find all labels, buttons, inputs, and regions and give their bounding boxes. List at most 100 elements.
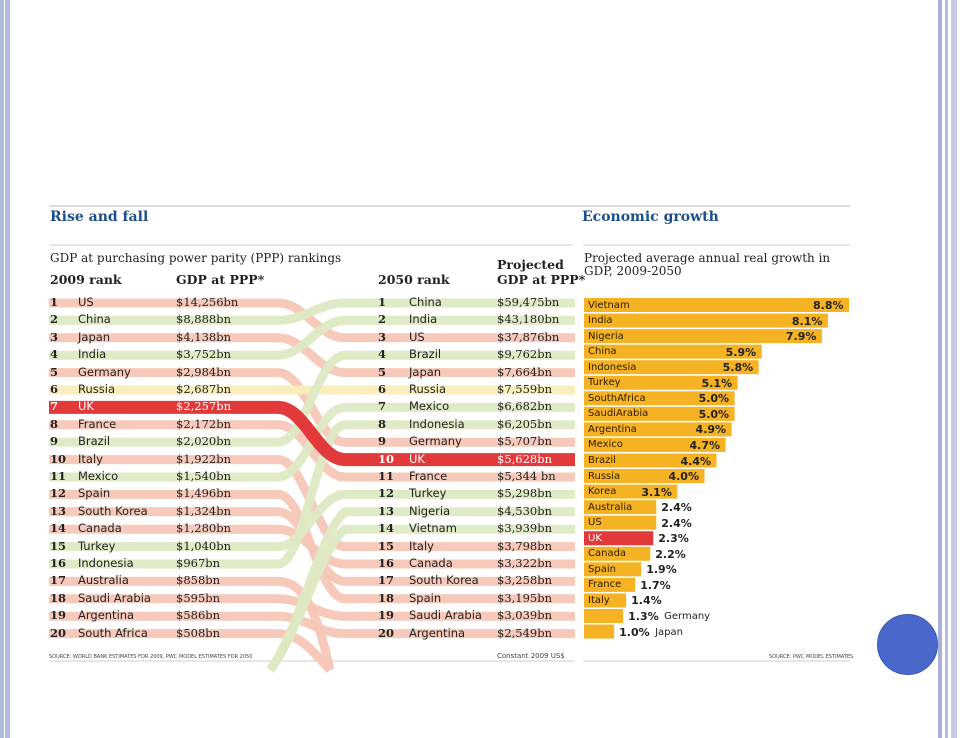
- growth-bar-australia: [584, 500, 657, 515]
- growth-bar-brazil: [584, 453, 717, 468]
- bump-line-uk: [49, 400, 575, 467]
- rank-2050-number: 20: [378, 625, 395, 640]
- growth-bar-label: Vietnam: [588, 299, 630, 311]
- rank-2050-country: Germany: [409, 434, 462, 449]
- rank-2009-country: China: [78, 312, 111, 327]
- rank-2050-number: 12: [378, 486, 395, 501]
- rank-2009-number: 18: [50, 590, 67, 605]
- rank-2050-number: 7: [378, 399, 387, 414]
- growth-bar-label: Australia: [588, 501, 633, 513]
- left-subtitle: GDP at purchasing power parity (PPP) ran…: [50, 251, 342, 265]
- rank-2009-gdp: $586bn: [176, 608, 221, 623]
- rank-2009-country: South Korea: [78, 503, 148, 518]
- rank-2050-country: France: [409, 469, 448, 483]
- rank-2009-gdp: $14,256bn: [176, 295, 239, 309]
- rank-2050-gdp: $3,939bn: [497, 521, 553, 536]
- rank-2009-country: Japan: [78, 329, 111, 344]
- rank-2009-country: Argentina: [78, 608, 135, 623]
- rank-2050-gdp: $3,322bn: [497, 556, 553, 570]
- growth-bar-value: 8.8%: [813, 299, 844, 312]
- rank-2009-number: 14: [50, 521, 67, 536]
- rank-2009-number: 13: [50, 503, 67, 518]
- rank-2009-gdp: $1,280bn: [176, 521, 232, 536]
- growth-bar-label: Germany: [664, 611, 711, 622]
- growth-bar-value: 2.4%: [661, 516, 692, 530]
- left-title: Rise and fall: [50, 209, 149, 225]
- growth-bar-label: SouthAfrica: [588, 392, 646, 404]
- growth-bar-value: 1.7%: [640, 578, 671, 592]
- rank-2009-number: 2: [50, 312, 59, 327]
- rank-2050-number: 5: [378, 364, 387, 379]
- col-header-2050-rank: 2050 rank: [378, 272, 450, 287]
- rank-2050-country: Japan: [409, 364, 442, 379]
- slide-left-border: [0, 0, 10, 738]
- growth-bar-value: 2.2%: [655, 547, 686, 561]
- rank-2050-gdp: $43,180bn: [497, 312, 560, 327]
- rank-2009-gdp: $967bn: [176, 556, 221, 570]
- rank-2009-gdp: $2,257bn: [176, 399, 232, 414]
- rank-2009-country: Indonesia: [78, 556, 134, 570]
- rank-2050-gdp: $9,762bn: [497, 347, 553, 362]
- rank-2009-gdp: $2,687bn: [176, 382, 232, 396]
- growth-bar-value: 1.0%: [619, 625, 650, 639]
- right-subtitle-line1: Projected average annual real growth in: [584, 251, 831, 265]
- rank-2009-number: 19: [50, 608, 67, 623]
- growth-bar-value: 5.8%: [722, 361, 754, 375]
- bump-line-india: [49, 315, 575, 360]
- rank-2009-country: Turkey: [78, 538, 116, 553]
- rank-2009-gdp: $1,540bn: [176, 469, 232, 483]
- rank-2009-number: 8: [50, 416, 59, 431]
- rank-2050-number: 3: [378, 329, 387, 344]
- rank-2050-number: 2: [378, 312, 387, 327]
- growth-bar-italy: [584, 593, 627, 608]
- rank-2009-country: Saudi Arabia: [78, 590, 151, 605]
- growth-bar-value: 5.0%: [698, 392, 730, 406]
- growth-bar-label: Argentina: [588, 423, 637, 435]
- rank-2050-country: Saudi Arabia: [409, 608, 482, 623]
- col-header-2009-rank: 2009 rank: [50, 272, 122, 287]
- rank-2009-number: 20: [50, 625, 67, 640]
- rank-2050-number: 14: [378, 521, 395, 536]
- growth-bar-india: [584, 313, 828, 328]
- bump-line-turkey: [49, 489, 575, 552]
- rank-2050-country: Russia: [409, 382, 446, 396]
- rank-2050-gdp: $5,344 bn: [497, 469, 556, 483]
- rank-2009-number: 1: [50, 295, 59, 309]
- rank-2050-gdp: $5,298bn: [497, 486, 553, 501]
- rank-2009-number: 9: [50, 434, 59, 449]
- rank-2009-gdp: $508bn: [176, 625, 221, 640]
- rank-2009-number: 4: [50, 347, 59, 362]
- rank-2050-country: China: [409, 295, 442, 309]
- growth-bar-label: France: [588, 579, 622, 591]
- growth-bar-china: [584, 344, 762, 359]
- rank-2050-gdp: $4,530bn: [497, 503, 553, 518]
- bump-line-canada: [49, 524, 575, 569]
- growth-bar-nigeria: [584, 329, 822, 344]
- rank-2009-number: 17: [50, 573, 67, 588]
- rank-2009-number: 16: [50, 556, 67, 570]
- rank-2050-number: 4: [378, 347, 387, 362]
- rank-2009-gdp: $1,496bn: [176, 486, 232, 501]
- growth-bar-value: 4.4%: [680, 454, 712, 468]
- bump-line-japan: [49, 333, 575, 378]
- rank-2050-number: 8: [378, 416, 387, 431]
- growth-bar-value: 4.9%: [695, 423, 727, 437]
- rank-2009-country: Brazil: [78, 434, 111, 449]
- growth-bar-label: Indonesia: [588, 361, 637, 373]
- bump-line-south-africa: [49, 629, 334, 674]
- right-title: Economic growth: [582, 209, 719, 225]
- rank-2050-country: Nigeria: [409, 503, 451, 518]
- rank-2050-gdp: $7,664bn: [497, 364, 553, 379]
- growth-bar-value: 1.4%: [631, 594, 662, 608]
- rank-2009-country: Germany: [78, 364, 131, 379]
- growth-bar-japan: [584, 624, 615, 639]
- rank-2009-gdp: $858bn: [176, 573, 221, 588]
- growth-bar-turkey: [584, 375, 738, 390]
- rank-2009-gdp: $3,752bn: [176, 347, 232, 362]
- growth-bar-label: Russia: [588, 470, 621, 482]
- growth-bar-russia: [584, 469, 705, 484]
- rank-2009-number: 10: [50, 451, 67, 466]
- growth-bar-label: Korea: [588, 486, 617, 498]
- rank-2050-gdp: $7,559bn: [497, 382, 553, 396]
